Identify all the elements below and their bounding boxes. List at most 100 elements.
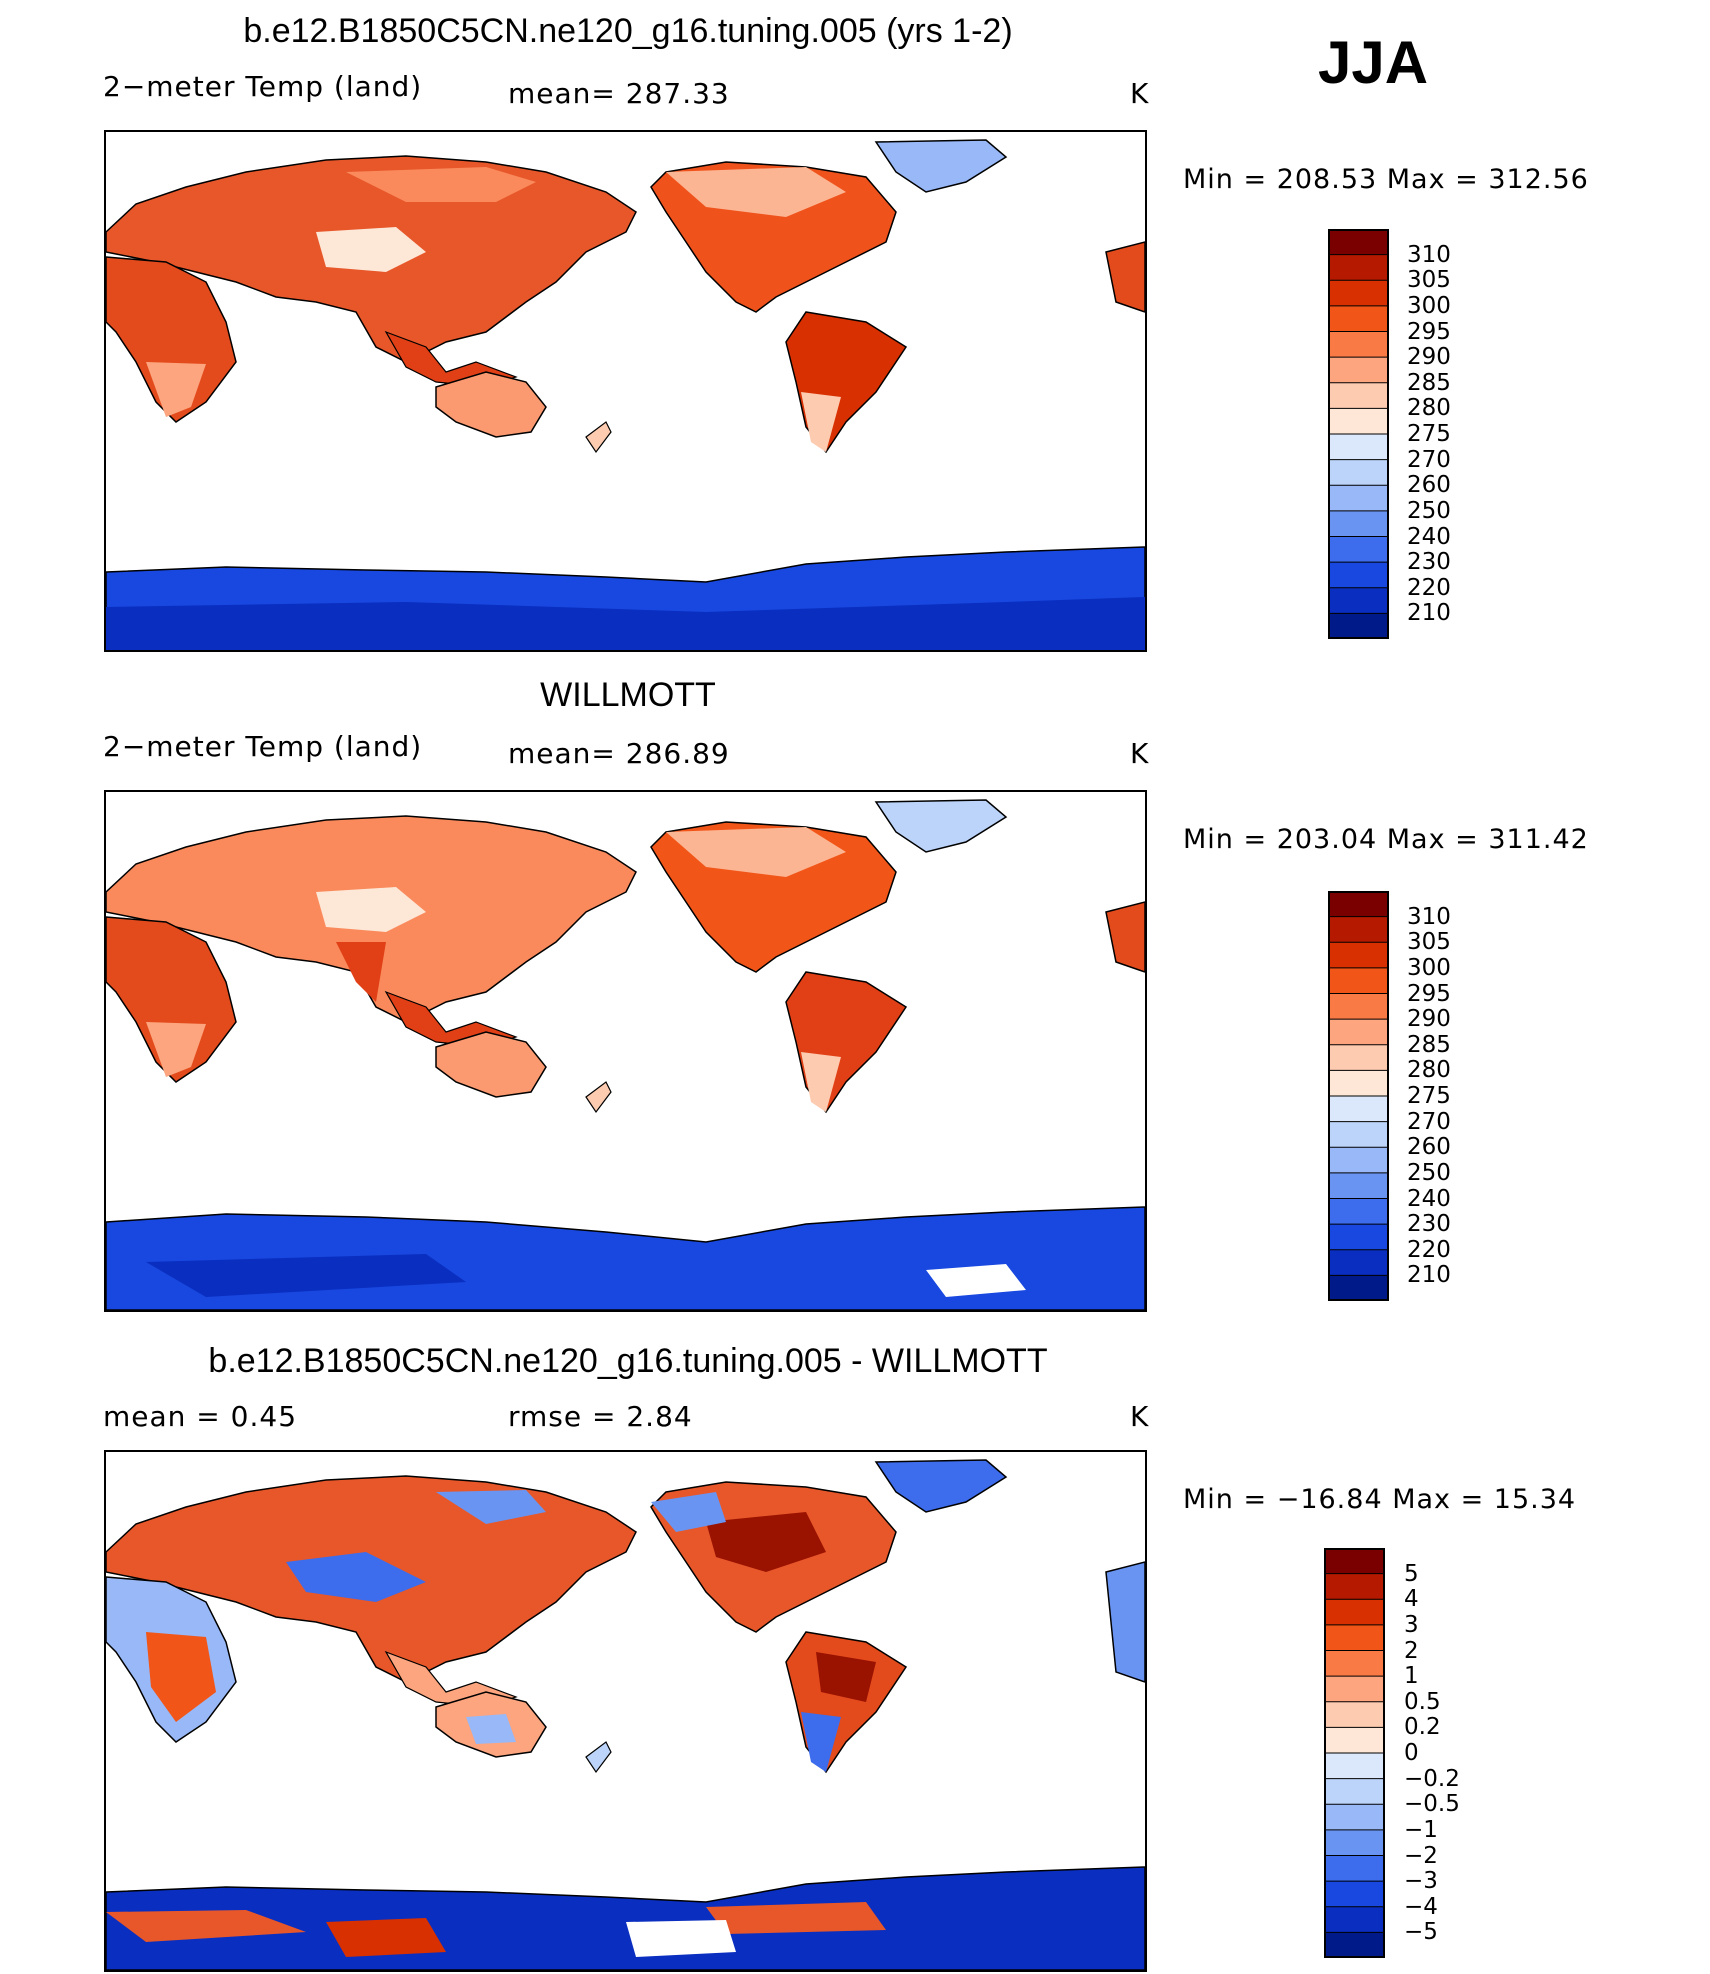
region-tibet [316,887,426,932]
colorbar-tick-label: 4 [1404,1586,1419,1613]
region-antarctica-warm-1 [106,1910,306,1942]
panel-2-minmax-label: Min = 203.04 Max = 311.42 [1183,824,1589,855]
colorbar-tick-label: 210 [1407,1262,1451,1289]
landmass-africa [106,916,237,1083]
colorbar-tick-label: 295 [1407,980,1451,1007]
landmass-new-zealand [585,1081,612,1114]
region-patagonia [801,392,841,452]
panel-2-variable-label: 2−meter Temp (land) [103,730,423,763]
colorbar-swatch [1327,1198,1390,1226]
colorbar-swatch [1327,459,1390,487]
colorbar-tick-label: 0.5 [1404,1688,1441,1715]
panel-3-colorbar [1323,1547,1386,1960]
colorbar-swatch [1327,356,1390,384]
colorbar-tick-label: 285 [1407,1031,1451,1058]
colorbar-swatch [1323,1931,1386,1960]
region-australia-cool [466,1714,516,1744]
colorbar-swatch [1327,561,1390,589]
colorbar-swatch [1327,536,1390,564]
season-label: JJA [1318,29,1429,96]
landmass-australia [435,371,547,438]
colorbar-swatch [1327,1223,1390,1251]
colorbar-swatch [1323,1624,1386,1652]
panel-1-mean-label: mean= 287.33 [508,77,730,110]
region-antarctica-white [626,1920,736,1957]
colorbar-tick-label: 260 [1407,1134,1451,1161]
region-antarctica-interior [146,1254,466,1297]
landmass-africa-east-edge [1105,901,1145,973]
colorbar-tick-label: −4 [1404,1893,1438,1920]
colorbar-swatch [1323,1778,1386,1806]
region-siberia-blue [436,1490,546,1524]
colorbar-swatch [1327,1146,1390,1174]
panel-1-colorbar-svg [1327,228,1390,641]
colorbar-swatch [1323,1598,1386,1626]
region-south-america-hot [816,1652,876,1702]
panel-1-units-label: K [1130,77,1150,110]
region-patagonia-cool [801,1712,841,1772]
colorbar-tick-label: 250 [1407,497,1451,524]
panel-3-minmax-label: Min = −16.84 Max = 15.34 [1183,1484,1577,1515]
colorbar-swatch [1327,1172,1390,1200]
colorbar-tick-label: 280 [1407,395,1451,422]
colorbar-tick-label: 290 [1407,344,1451,371]
colorbar-tick-label: 240 [1407,1185,1451,1212]
panel-1-colorbar [1327,228,1390,641]
colorbar-tick-label: 275 [1407,421,1451,447]
colorbar-swatch [1327,967,1390,995]
colorbar-swatch [1327,612,1390,641]
colorbar-tick-label: 1 [1404,1663,1419,1690]
colorbar-tick-label: 300 [1407,292,1451,319]
landmass-africa [106,256,237,423]
colorbar-outline [1324,1548,1385,1958]
landmass-new-zealand [585,1741,612,1774]
colorbar-swatch [1327,916,1390,944]
colorbar-tick-label: −3 [1404,1868,1438,1895]
colorbar-swatch [1327,587,1390,615]
panel-3-map [104,1450,1147,1972]
panel-3-colorbar-svg [1323,1547,1386,1960]
colorbar-tick-label: −2 [1404,1842,1438,1869]
colorbar-swatch [1327,254,1390,282]
colorbar-swatch [1327,1069,1390,1098]
panel-3-mean-label: mean = 0.45 [103,1400,298,1433]
panel-2-map-svg [106,792,1145,1310]
landmass-greenland [874,1459,1008,1513]
colorbar-tick-label: 295 [1407,318,1451,345]
colorbar-swatch [1327,1121,1390,1149]
colorbar-tick-label: 0.2 [1404,1714,1441,1741]
colorbar-swatch [1327,331,1390,359]
colorbar-tick-label: 270 [1407,1108,1451,1135]
region-india [336,942,386,1002]
panel-1-minmax-label: Min = 208.53 Max = 312.56 [1183,164,1589,195]
colorbar-tick-label: 210 [1407,600,1451,627]
panel-1-map [104,130,1147,652]
colorbar-swatch [1323,1675,1386,1703]
region-siberia [346,167,536,202]
landmass-australia [435,1031,547,1098]
colorbar-swatch [1323,1650,1386,1678]
panel-2-colorbar [1327,890,1390,1303]
colorbar-tick-label: 2 [1404,1637,1419,1664]
colorbar-swatch [1323,1573,1386,1601]
colorbar-swatch [1323,1547,1386,1575]
panel-3-units-label: K [1130,1400,1150,1433]
colorbar-tick-label: 220 [1407,574,1451,601]
colorbar-swatch [1323,1829,1386,1857]
colorbar-tick-label: 275 [1407,1083,1451,1109]
colorbar-swatch [1323,1803,1386,1831]
region-alaska-cool [651,1492,726,1532]
panel-1-title: b.e12.B1850C5CN.ne120_g16.tuning.005 (yr… [243,12,1013,50]
colorbar-tick-label: 310 [1407,241,1451,268]
colorbar-tick-label: 305 [1407,267,1451,294]
region-canada [666,167,846,217]
colorbar-swatch [1327,993,1390,1021]
panel-1-variable-label: 2−meter Temp (land) [103,70,423,103]
colorbar-swatch [1327,1018,1390,1046]
panel-1-map-svg [106,132,1145,650]
landmass-greenland [874,139,1008,193]
panel-3-map-svg [106,1452,1145,1970]
colorbar-tick-label: 290 [1407,1006,1451,1033]
panel-2-title: WILLMOTT [540,676,716,714]
colorbar-tick-label: 3 [1404,1611,1419,1638]
